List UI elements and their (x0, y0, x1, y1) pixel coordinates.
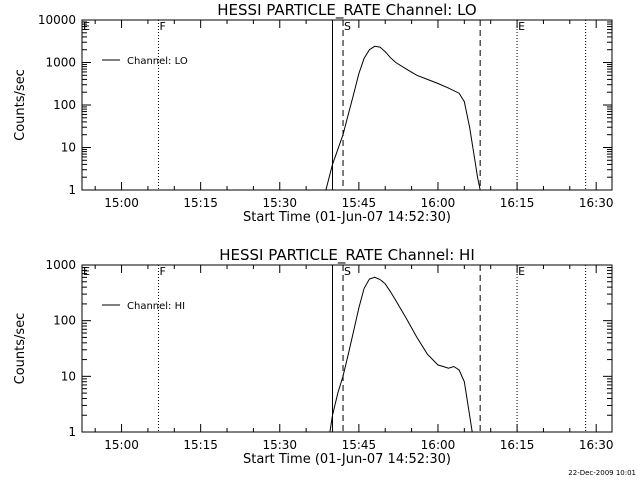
marker-label: E (83, 20, 90, 33)
y-axis-label-1: Counts/sec (13, 313, 28, 385)
x-tick-label: 16:30 (579, 196, 614, 210)
x-axis-label-0: Start Time (01-Jun-07 14:52:30) (243, 210, 451, 225)
x-tick-label: 15:45 (342, 438, 377, 452)
legend-label-0: Channel: LO (127, 56, 188, 67)
marker-label: S (344, 20, 351, 33)
y-tick-label: 100 (53, 314, 76, 328)
y-tick-label: 1 (68, 183, 76, 197)
x-tick-label: 15:15 (183, 438, 218, 452)
series-line-1-0 (329, 276, 473, 433)
x-tick-label: 15:30 (262, 196, 297, 210)
y-tick-label: 1000 (45, 56, 76, 70)
x-tick-label: 16:00 (421, 196, 456, 210)
y-axis-label-0: Counts/sec (13, 69, 28, 141)
y-tick-label: 10 (61, 369, 76, 383)
marker-label: E (83, 265, 90, 278)
plot-frame-0 (81, 19, 613, 191)
footer-timestamp: 22-Dec-2009 10:01 (568, 469, 636, 477)
series-line-0-0 (325, 45, 481, 191)
plot-frame-1 (81, 264, 613, 433)
x-tick-label: 15:00 (104, 196, 139, 210)
y-tick-label: 10000 (38, 13, 76, 27)
x-tick-label: 15:00 (104, 438, 139, 452)
marker-label: E (518, 265, 525, 278)
y-tick-label: 10 (61, 141, 76, 155)
y-tick-label: 1000 (45, 258, 76, 272)
legend-label-1: Channel: HI (127, 301, 185, 312)
y-tick-label: 100 (53, 98, 76, 112)
x-tick-label: 15:45 (342, 196, 377, 210)
x-tick-label: 16:15 (500, 196, 535, 210)
x-tick-label: 15:15 (183, 196, 218, 210)
x-tick-label: 16:00 (421, 438, 456, 452)
x-tick-label: 16:30 (579, 438, 614, 452)
chart-title-1: HESSI PARTICLE_RATE Channel: HI (219, 246, 475, 265)
chart-title-0: HESSI PARTICLE_RATE Channel: LO (217, 1, 476, 20)
marker-label: F (159, 20, 165, 33)
marker-label: F (159, 265, 165, 278)
marker-label: S (344, 265, 351, 278)
x-tick-label: 15:30 (262, 438, 297, 452)
marker-label: E (518, 20, 525, 33)
y-tick-label: 1 (68, 425, 76, 439)
x-axis-label-1: Start Time (01-Jun-07 14:52:30) (243, 452, 451, 467)
x-tick-label: 16:15 (500, 438, 535, 452)
